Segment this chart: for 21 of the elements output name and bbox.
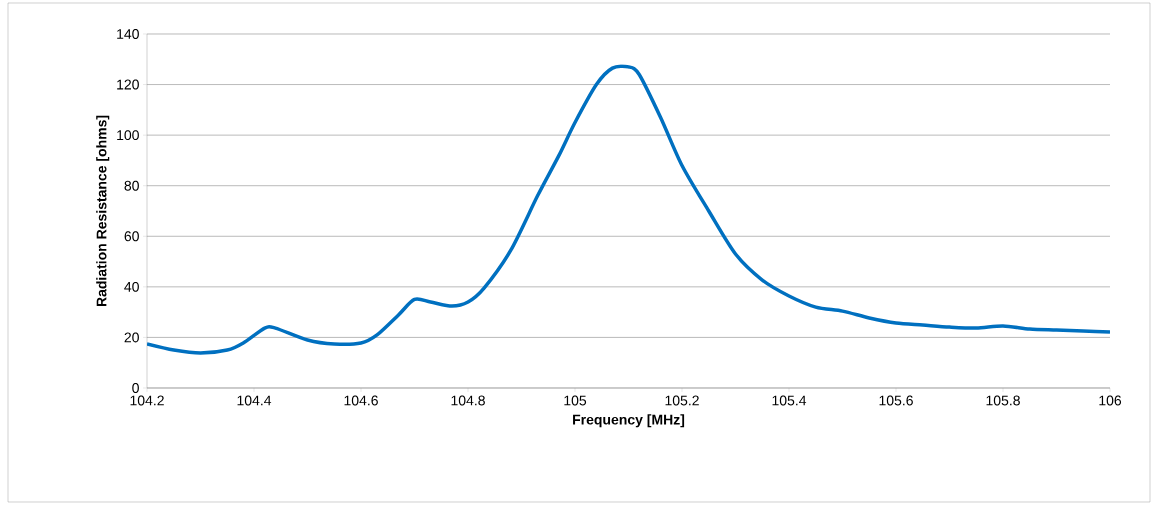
x-tick-label: 105.2 [665, 395, 699, 406]
x-tick-label: 105.8 [986, 395, 1020, 406]
y-axis-title: Radiation Resistance [ohms] [96, 115, 110, 307]
x-tick-label: 106 [1099, 395, 1122, 406]
x-tick-label: 105.4 [772, 395, 807, 406]
x-tick-label: 105.6 [879, 395, 913, 406]
line-series [147, 64, 1110, 355]
y-tick-label: 120 [117, 79, 139, 90]
y-tick-label: 100 [117, 130, 139, 141]
x-tick-label: 104.4 [237, 395, 272, 406]
y-tick-label: 60 [124, 231, 139, 242]
x-tick-label: 104.2 [130, 395, 164, 406]
x-tick-label: 104.6 [344, 395, 378, 406]
x-tick-label: 104.8 [451, 395, 485, 406]
y-tick-label: 40 [124, 281, 139, 292]
x-tick-label: 105 [564, 395, 587, 406]
y-tick-label: 20 [124, 332, 139, 343]
y-tick-label: 80 [124, 180, 139, 191]
x-axis-title: Frequency [MHz] [573, 414, 685, 428]
y-tick-label: 140 [117, 29, 139, 39]
y-tick-label: 0 [132, 383, 139, 393]
